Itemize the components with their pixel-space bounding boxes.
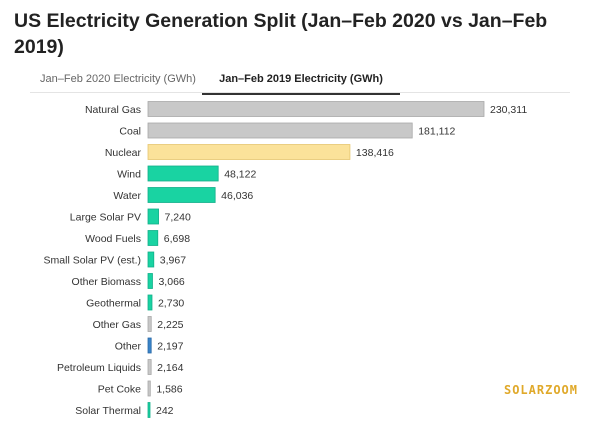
value-label-other-gas: 2,225 (157, 319, 183, 331)
value-label-petroleum-liquids: 2,164 (157, 362, 183, 374)
bar-large-solar-pv[interactable] (147, 208, 159, 225)
value-label-other-biomass: 3,066 (158, 276, 184, 288)
category-label-pet-coke: Pet Coke (98, 384, 141, 396)
category-label-nuclear: Nuclear (105, 147, 142, 159)
value-label-wind: 48,122 (224, 169, 256, 181)
bar-wind[interactable] (147, 165, 219, 182)
watermark: SOLARZOOM (503, 383, 578, 397)
bar-other-gas[interactable] (147, 316, 152, 332)
category-label-small-solar-pv-est: Small Solar PV (est.) (44, 255, 141, 267)
bar-other-biomass[interactable] (147, 273, 153, 289)
bar-geothermal[interactable] (147, 294, 153, 311)
category-label-coal: Coal (119, 126, 141, 138)
bar-natural-gas[interactable] (147, 101, 485, 117)
value-label-geothermal: 2,730 (158, 298, 184, 310)
value-label-water: 46,036 (221, 190, 253, 202)
category-label-other-gas: Other Gas (93, 319, 141, 331)
value-label-natural-gas: 230,311 (490, 104, 527, 116)
category-label-geothermal: Geothermal (86, 298, 141, 310)
bar-petroleum-liquids[interactable] (147, 359, 152, 375)
value-label-large-solar-pv: 7,240 (165, 212, 191, 224)
bar-coal[interactable] (147, 122, 413, 139)
category-label-water: Water (113, 190, 141, 202)
tab-bar: Jan–Feb 2020 Electricity (GWh) Jan–Feb 2… (30, 66, 590, 95)
bar-nuclear[interactable] (147, 144, 351, 160)
category-label-wind: Wind (117, 169, 141, 181)
value-label-pet-coke: 1,586 (156, 384, 182, 396)
tab-divider (30, 92, 570, 93)
value-label-small-solar-pv-est: 3,967 (160, 255, 186, 267)
category-label-wood-fuels: Wood Fuels (85, 233, 141, 245)
value-label-nuclear: 138,416 (356, 147, 394, 159)
value-label-coal: 181,112 (418, 126, 455, 138)
value-label-wood-fuels: 6,698 (164, 233, 190, 245)
bar-wood-fuels[interactable] (147, 230, 159, 246)
category-label-other-biomass: Other Biomass (72, 276, 141, 288)
category-label-petroleum-liquids: Petroleum Liquids (57, 362, 141, 374)
category-label-other: Other (115, 341, 142, 353)
bar-water[interactable] (147, 187, 216, 203)
category-label-large-solar-pv: Large Solar PV (70, 212, 141, 224)
category-label-solar-thermal: Solar Thermal (75, 405, 141, 417)
bar-other[interactable] (147, 337, 152, 354)
category-label-natural-gas: Natural Gas (85, 104, 141, 116)
value-label-other: 2,197 (157, 341, 183, 353)
value-label-solar-thermal: 242 (156, 405, 174, 417)
bar-pet-coke[interactable] (147, 380, 151, 397)
tab-jan-feb-2019[interactable]: Jan–Feb 2019 Electricity (GWh) (202, 66, 400, 95)
chart-title: US Electricity Generation Split (Jan–Feb… (14, 10, 548, 58)
bar-small-solar-pv-est[interactable] (147, 251, 155, 268)
bar-solar-thermal[interactable] (147, 402, 151, 418)
